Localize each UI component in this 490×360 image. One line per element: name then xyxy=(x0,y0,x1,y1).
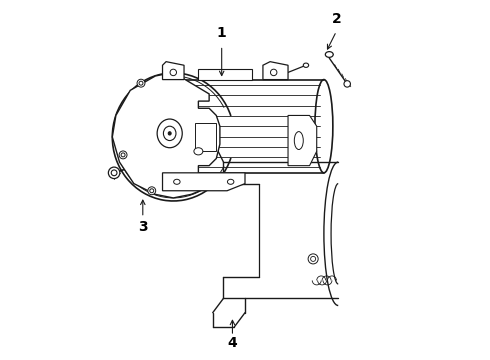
Ellipse shape xyxy=(119,151,127,159)
Ellipse shape xyxy=(194,148,203,155)
Ellipse shape xyxy=(148,187,156,195)
Ellipse shape xyxy=(325,51,333,57)
Text: 4: 4 xyxy=(227,336,237,350)
Ellipse shape xyxy=(173,179,180,184)
Polygon shape xyxy=(163,62,184,80)
Ellipse shape xyxy=(311,256,316,261)
Polygon shape xyxy=(195,123,216,151)
Polygon shape xyxy=(112,72,220,198)
Polygon shape xyxy=(163,173,245,191)
Polygon shape xyxy=(263,62,288,80)
Polygon shape xyxy=(198,69,252,80)
Ellipse shape xyxy=(137,79,145,87)
Text: 3: 3 xyxy=(138,220,147,234)
Text: 2: 2 xyxy=(332,12,342,26)
Ellipse shape xyxy=(170,69,176,76)
Ellipse shape xyxy=(121,153,125,157)
Ellipse shape xyxy=(111,170,117,176)
Ellipse shape xyxy=(303,63,309,67)
Ellipse shape xyxy=(108,167,120,179)
Ellipse shape xyxy=(139,81,143,85)
Ellipse shape xyxy=(294,132,303,149)
Ellipse shape xyxy=(164,126,176,140)
Text: 1: 1 xyxy=(217,26,226,40)
Ellipse shape xyxy=(168,132,171,135)
Ellipse shape xyxy=(308,254,318,264)
Ellipse shape xyxy=(270,69,277,76)
Ellipse shape xyxy=(227,179,234,184)
Ellipse shape xyxy=(150,189,154,193)
Polygon shape xyxy=(288,116,317,166)
Ellipse shape xyxy=(344,81,350,87)
Ellipse shape xyxy=(157,119,182,148)
